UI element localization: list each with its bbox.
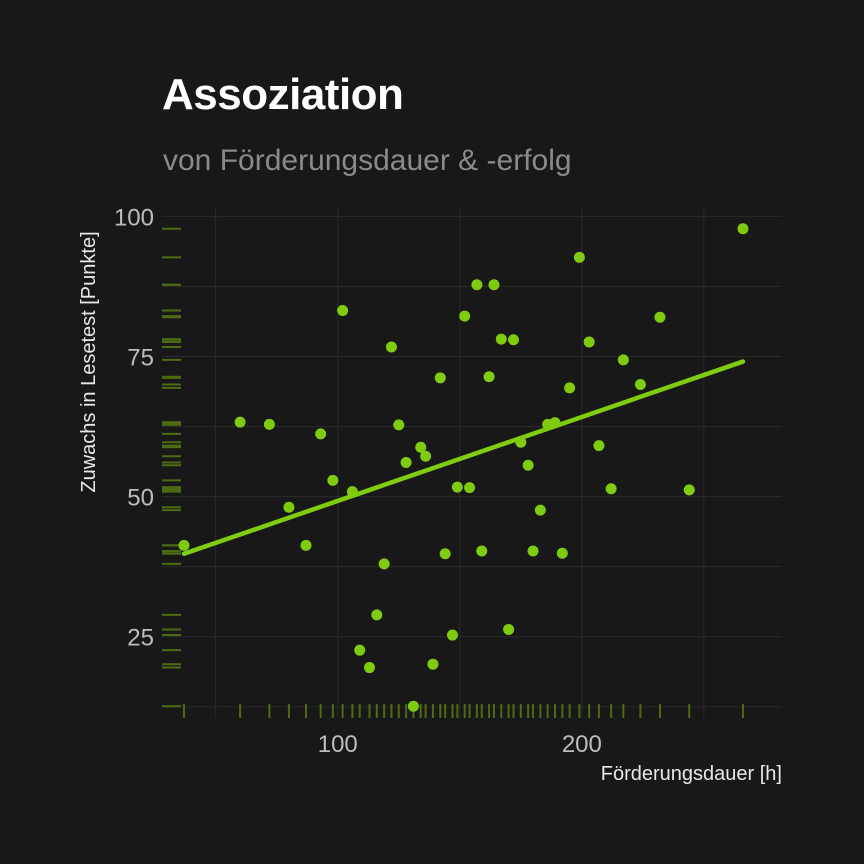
- data-point: [427, 658, 439, 670]
- data-point: [234, 416, 246, 428]
- data-point: [439, 548, 451, 560]
- y-tick-label: 50: [127, 485, 154, 512]
- data-point: [527, 545, 539, 557]
- data-point: [495, 333, 507, 345]
- data-point: [503, 623, 515, 635]
- data-point: [507, 334, 519, 346]
- chart-subtitle: von Förderungsdauer & -erfolg: [163, 144, 572, 177]
- data-point: [459, 310, 471, 322]
- data-point: [564, 382, 576, 394]
- data-point: [483, 371, 495, 383]
- data-point: [446, 629, 458, 641]
- data-point: [451, 481, 463, 493]
- data-point: [354, 644, 366, 656]
- data-point: [393, 419, 405, 431]
- data-point: [573, 251, 585, 263]
- data-point: [488, 279, 500, 291]
- x-axis-title: Förderungsdauer [h]: [601, 763, 782, 785]
- data-point: [337, 305, 349, 317]
- y-tick-label: 25: [127, 625, 154, 652]
- data-point: [415, 441, 427, 453]
- data-point: [371, 609, 383, 621]
- data-point: [407, 700, 419, 712]
- data-point: [549, 417, 561, 429]
- data-point: [363, 662, 375, 674]
- data-point: [534, 504, 546, 516]
- trend-line-group: [181, 359, 746, 557]
- trend-line: [181, 359, 746, 557]
- data-point: [683, 484, 695, 496]
- data-points: [178, 223, 749, 712]
- data-point: [476, 545, 488, 557]
- data-point: [263, 418, 275, 430]
- data-point: [283, 501, 295, 513]
- data-point: [593, 440, 605, 452]
- data-point: [400, 456, 412, 468]
- data-point: [378, 558, 390, 570]
- data-point: [327, 474, 339, 486]
- y-tick-label: 75: [127, 345, 154, 372]
- y-tick-label: 100: [114, 204, 154, 231]
- data-point: [346, 486, 358, 498]
- data-point: [634, 379, 646, 391]
- data-point: [464, 482, 476, 494]
- data-point: [737, 223, 749, 235]
- data-point: [434, 372, 446, 384]
- data-point: [471, 279, 483, 291]
- x-tick-label: 200: [562, 731, 602, 758]
- data-point: [178, 539, 190, 551]
- data-point: [385, 341, 397, 353]
- data-point: [420, 450, 432, 462]
- x-tick-label: 100: [318, 731, 358, 758]
- data-point: [617, 354, 629, 366]
- data-point: [522, 459, 534, 471]
- chart-title: Assoziation: [162, 70, 404, 119]
- data-point: [515, 436, 527, 448]
- data-point: [315, 428, 327, 440]
- rug-marks: [162, 227, 744, 718]
- tick-labels: 100 200 25 50 75 100: [114, 204, 602, 758]
- data-point: [556, 547, 568, 559]
- data-point: [583, 336, 595, 348]
- y-axis-title: Zuwachs in Lesetest [Punkte]: [78, 231, 100, 492]
- data-point: [300, 539, 312, 551]
- data-point: [605, 483, 617, 495]
- data-point: [654, 311, 666, 323]
